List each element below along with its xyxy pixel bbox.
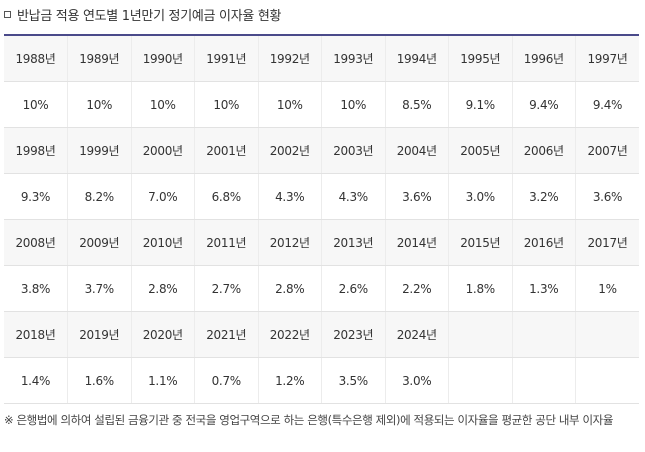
rate-cell [575,357,639,404]
title-row: 반납금 적용 연도별 1년만기 정기예금 이자율 현황 [4,4,281,24]
rate-cell: 3.5% [321,357,386,404]
rate-cell: 10% [258,81,322,128]
rate-cell: 6.8% [194,173,259,220]
year-cell: 1991년 [194,35,259,82]
page-title: 반납금 적용 연도별 1년만기 정기예금 이자율 현황 [17,8,282,24]
rate-cell: 1.6% [67,357,132,404]
year-cell: 2022년 [258,311,322,358]
year-cell: 2016년 [512,219,576,266]
year-cell: 1989년 [67,35,132,82]
year-cell: 1997년 [575,35,639,82]
rate-cell: 9.1% [448,81,513,128]
year-cell: 1999년 [67,127,132,174]
year-cell: 2011년 [194,219,259,266]
rate-cell: 9.3% [4,173,68,220]
rate-row: 9.3% 8.2% 7.0% 6.8% 4.3% 4.3% 3.6% 3.0% 3.2% 3.6% [4,173,639,220]
rate-cell: 3.2% [512,173,576,220]
rate-cell: 2.8% [258,265,322,312]
year-cell: 1993년 [321,35,386,82]
rate-cell: 1.3% [512,265,576,312]
rate-cell: 8.5% [385,81,449,128]
year-cell: 1988년 [4,35,68,82]
year-cell: 2009년 [67,219,132,266]
year-cell: 2020년 [131,311,195,358]
year-cell: 2024년 [385,311,449,358]
rate-cell: 10% [67,81,132,128]
rate-cell: 3.0% [448,173,513,220]
rate-cell: 8.2% [67,173,132,220]
year-row: 1988년 1989년 1990년 1991년 1992년 1993년 1994년 1995년… [4,35,639,82]
year-cell [512,311,576,358]
year-cell: 2013년 [321,219,386,266]
year-cell: 2015년 [448,219,513,266]
rate-row: 3.8% 3.7% 2.8% 2.7% 2.8% 2.6% 2.2% 1.8% 1.3% 1% [4,265,639,312]
year-row: 2008년 2009년 2010년 2011년 2012년 2013년 2014년 2015년… [4,219,639,266]
year-cell: 2017년 [575,219,639,266]
rate-cell: 1% [575,265,639,312]
rate-cell: 0.7% [194,357,259,404]
year-cell: 2008년 [4,219,68,266]
interest-rate-table-body: 1988년 1989년 1990년 1991년 1992년 1993년 1994년 1995년… [4,35,639,404]
rate-cell: 2.7% [194,265,259,312]
rate-cell: 1.1% [131,357,195,404]
rate-cell: 10% [131,81,195,128]
rate-cell: 9.4% [512,81,576,128]
year-cell: 1998년 [4,127,68,174]
rate-cell: 7.0% [131,173,195,220]
year-cell: 1990년 [131,35,195,82]
rate-cell: 4.3% [258,173,322,220]
year-cell: 2019년 [67,311,132,358]
year-cell: 2002년 [258,127,322,174]
rate-cell: 4.3% [321,173,386,220]
year-cell: 1995년 [448,35,513,82]
year-cell: 2001년 [194,127,259,174]
rate-cell: 9.4% [575,81,639,128]
year-row: 2018년 2019년 2020년 2021년 2022년 2023년 2024년 [4,311,639,358]
year-cell: 1992년 [258,35,322,82]
rate-cell: 2.6% [321,265,386,312]
square-bullet-icon [4,10,11,18]
rate-row: 1.4% 1.6% 1.1% 0.7% 1.2% 3.5% 3.0% [4,357,639,404]
rate-cell: 3.0% [385,357,449,404]
rate-row: 10% 10% 10% 10% 10% 10% 8.5% 9.1% 9.4% 9.4% [4,81,639,128]
rate-cell: 1.4% [4,357,68,404]
rate-cell: 3.8% [4,265,68,312]
year-cell: 2014년 [385,219,449,266]
year-cell [575,311,639,358]
rate-cell [448,357,513,404]
year-cell: 2003년 [321,127,386,174]
year-cell: 2004년 [385,127,449,174]
rate-cell: 1.8% [448,265,513,312]
rate-cell: 10% [194,81,259,128]
rate-cell: 2.2% [385,265,449,312]
year-cell [448,311,513,358]
year-cell: 2005년 [448,127,513,174]
year-cell: 2007년 [575,127,639,174]
year-cell: 2021년 [194,311,259,358]
rate-cell: 3.7% [67,265,132,312]
year-cell: 1996년 [512,35,576,82]
year-cell: 1994년 [385,35,449,82]
year-cell: 2006년 [512,127,576,174]
rate-cell: 3.6% [385,173,449,220]
year-cell: 2010년 [131,219,195,266]
year-cell: 2023년 [321,311,386,358]
year-row: 1998년 1999년 2000년 2001년 2002년 2003년 2004년 2005년… [4,127,639,174]
interest-rate-table: 1988년 1989년 1990년 1991년 1992년 1993년 1994년 1995년… [4,34,639,404]
rate-cell: 3.6% [575,173,639,220]
year-cell: 2000년 [131,127,195,174]
year-cell: 2012년 [258,219,322,266]
rate-cell [512,357,576,404]
footnote: ※ 은행법에 의하여 설립된 금융기관 중 전국을 영업구역으로 하는 은행(특… [4,413,614,427]
rate-cell: 2.8% [131,265,195,312]
year-cell: 2018년 [4,311,68,358]
rate-cell: 1.2% [258,357,322,404]
rate-cell: 10% [321,81,386,128]
rate-cell: 10% [4,81,68,128]
